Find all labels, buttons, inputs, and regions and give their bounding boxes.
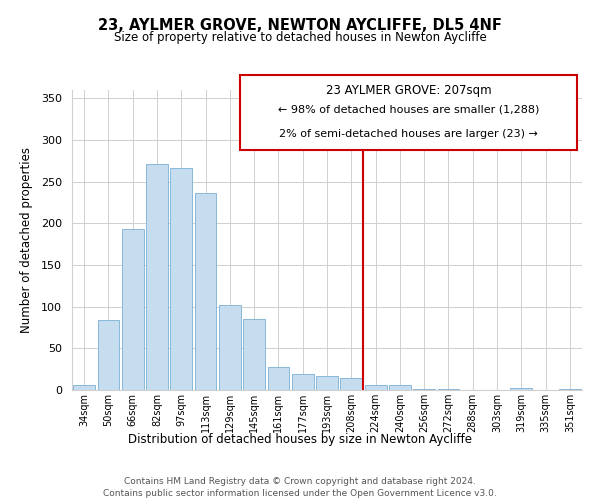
Text: 2% of semi-detached houses are larger (23) →: 2% of semi-detached houses are larger (2…	[279, 129, 538, 139]
Bar	[219, 305, 241, 390]
Text: 23, AYLMER GROVE, NEWTON AYCLIFFE, DL5 4NF: 23, AYLMER GROVE, NEWTON AYCLIFFE, DL5 4…	[98, 18, 502, 32]
Bar	[316, 376, 338, 390]
Bar	[97, 320, 119, 390]
Text: Contains HM Land Registry data © Crown copyright and database right 2024.: Contains HM Land Registry data © Crown c…	[124, 478, 476, 486]
Bar	[292, 374, 314, 390]
Text: Distribution of detached houses by size in Newton Aycliffe: Distribution of detached houses by size …	[128, 432, 472, 446]
Text: Contains public sector information licensed under the Open Government Licence v3: Contains public sector information licen…	[103, 489, 497, 498]
Bar	[122, 229, 143, 390]
Text: 23 AYLMER GROVE: 207sqm: 23 AYLMER GROVE: 207sqm	[326, 84, 491, 97]
Text: Size of property relative to detached houses in Newton Aycliffe: Size of property relative to detached ho…	[113, 31, 487, 44]
Bar	[73, 385, 95, 390]
Bar	[243, 319, 265, 390]
Bar	[268, 366, 289, 390]
Bar	[365, 385, 386, 390]
Bar	[413, 389, 435, 390]
Bar	[146, 164, 168, 390]
Bar	[340, 378, 362, 390]
Bar	[437, 389, 460, 390]
FancyBboxPatch shape	[240, 75, 577, 150]
Bar	[511, 388, 532, 390]
Bar	[559, 389, 581, 390]
Y-axis label: Number of detached properties: Number of detached properties	[20, 147, 33, 333]
Bar	[389, 385, 411, 390]
Text: ← 98% of detached houses are smaller (1,288): ← 98% of detached houses are smaller (1,…	[278, 105, 539, 115]
Bar	[194, 194, 217, 390]
Bar	[170, 168, 192, 390]
